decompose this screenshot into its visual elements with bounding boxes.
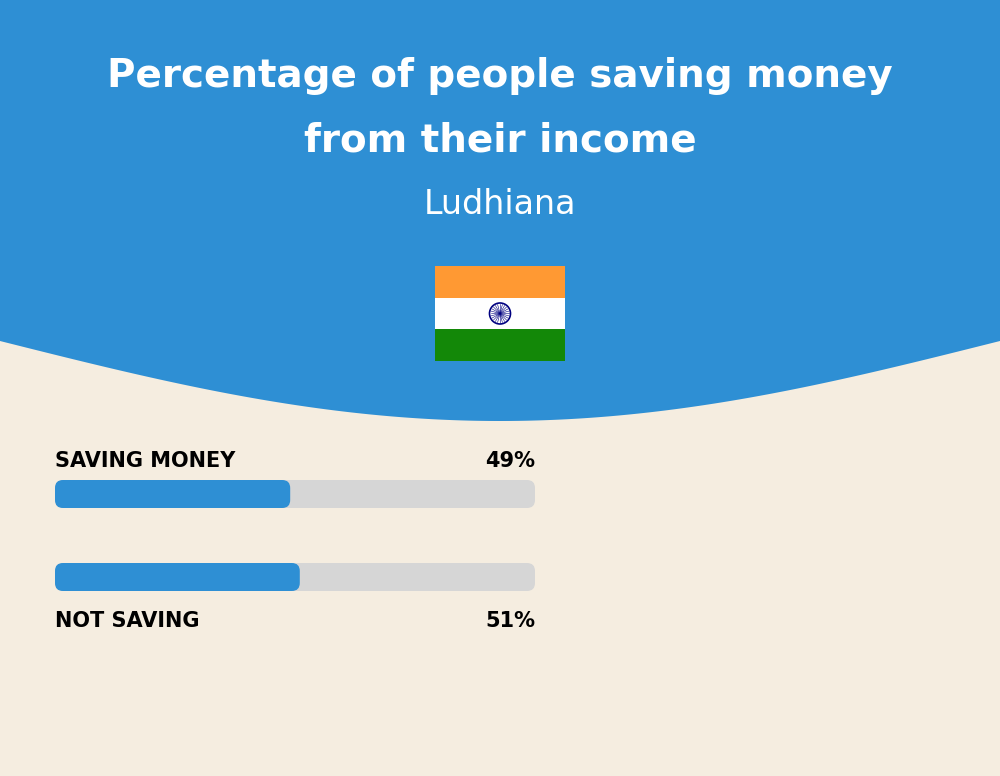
Text: SAVING MONEY: SAVING MONEY xyxy=(55,451,235,471)
Text: 49%: 49% xyxy=(485,451,535,471)
Text: NOT SAVING: NOT SAVING xyxy=(55,611,200,631)
Text: Percentage of people saving money: Percentage of people saving money xyxy=(107,57,893,95)
Polygon shape xyxy=(0,0,1000,421)
FancyBboxPatch shape xyxy=(55,480,290,508)
FancyBboxPatch shape xyxy=(55,563,535,591)
Bar xyxy=(435,266,565,298)
Bar xyxy=(435,329,565,361)
Text: 51%: 51% xyxy=(485,611,535,631)
FancyBboxPatch shape xyxy=(55,563,300,591)
Text: Ludhiana: Ludhiana xyxy=(424,188,576,220)
FancyBboxPatch shape xyxy=(55,480,535,508)
Bar xyxy=(435,298,565,329)
Text: from their income: from their income xyxy=(304,122,696,160)
